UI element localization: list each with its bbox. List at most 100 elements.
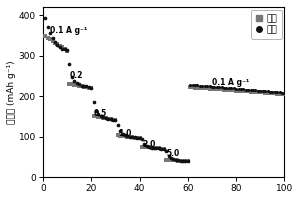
Point [77, 83, 82, 86]
Point [263, 90, 268, 93]
Point [144, 146, 149, 149]
Point [200, 84, 205, 87]
Point [132, 136, 137, 139]
Point [137, 137, 142, 140]
Point [166, 154, 171, 157]
Point [183, 160, 188, 163]
Point [207, 87, 212, 90]
Point [132, 136, 137, 139]
Point [243, 88, 248, 91]
Point [79, 85, 84, 88]
Text: 0.2: 0.2 [70, 71, 83, 80]
Point [260, 89, 265, 93]
Point [135, 136, 140, 140]
Point [137, 136, 142, 139]
Point [176, 159, 181, 162]
Point [222, 88, 226, 91]
Point [185, 160, 190, 163]
Point [224, 88, 229, 91]
Point [210, 85, 214, 88]
Point [258, 91, 263, 94]
Point [161, 147, 166, 150]
Point [226, 86, 231, 90]
Point [156, 147, 161, 150]
Point [280, 91, 284, 94]
Point [159, 147, 164, 150]
Point [101, 116, 106, 120]
Point [234, 89, 239, 92]
Point [268, 90, 272, 93]
Point [248, 88, 253, 92]
Point [65, 48, 70, 51]
Point [84, 85, 89, 88]
Point [130, 136, 135, 139]
Point [120, 133, 125, 136]
Point [84, 85, 89, 89]
Point [238, 87, 243, 91]
Point [128, 135, 132, 139]
Text: 2.0: 2.0 [142, 140, 156, 149]
Point [185, 160, 190, 163]
Point [214, 85, 219, 89]
Point [116, 134, 120, 137]
Point [270, 90, 275, 93]
Point [74, 84, 79, 87]
Point [142, 142, 147, 145]
Point [234, 87, 239, 90]
Point [231, 87, 236, 90]
Point [140, 138, 144, 141]
Point [181, 159, 185, 163]
Point [195, 84, 200, 87]
Y-axis label: 比容量 (mAh g⁻¹): 比容量 (mAh g⁻¹) [7, 60, 16, 124]
Point [268, 91, 272, 95]
Point [101, 116, 106, 119]
Point [98, 114, 103, 118]
Point [226, 88, 231, 92]
Point [154, 146, 159, 150]
Point [72, 83, 77, 86]
Point [89, 86, 94, 89]
Point [193, 86, 197, 89]
Point [275, 92, 280, 95]
Point [229, 89, 234, 92]
Point [152, 146, 156, 150]
Point [52, 41, 57, 44]
Point [256, 89, 260, 92]
Point [159, 147, 164, 150]
Point [188, 83, 193, 86]
Point [188, 86, 193, 89]
Point [263, 91, 268, 94]
Point [91, 101, 96, 104]
Point [243, 90, 248, 93]
Point [236, 89, 241, 92]
Point [125, 135, 130, 138]
Point [82, 84, 86, 88]
Point [67, 82, 72, 86]
Point [103, 116, 108, 120]
Point [65, 49, 70, 52]
Point [164, 149, 169, 152]
Point [265, 90, 270, 93]
Point [219, 86, 224, 89]
Point [171, 159, 176, 162]
Point [176, 159, 181, 162]
Point [250, 89, 255, 92]
Point [195, 86, 200, 89]
Point [45, 26, 50, 29]
Point [169, 158, 173, 162]
Point [190, 86, 195, 89]
Point [169, 156, 173, 160]
Point [130, 136, 135, 139]
Point [94, 115, 98, 118]
Point [154, 147, 159, 150]
Point [50, 39, 55, 43]
Point [277, 91, 282, 94]
Point [280, 92, 284, 95]
Point [91, 114, 96, 118]
Point [183, 160, 188, 163]
Point [178, 159, 183, 163]
Point [205, 85, 209, 88]
Point [106, 117, 110, 120]
Point [246, 88, 250, 91]
Point [60, 46, 64, 49]
